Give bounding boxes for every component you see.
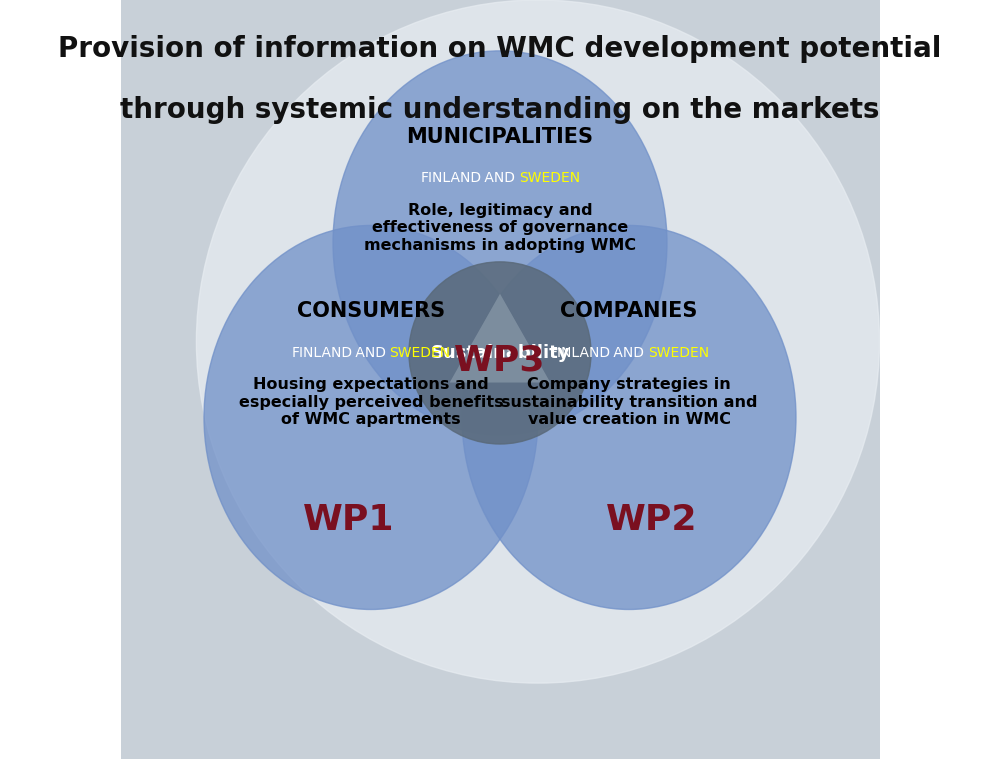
Text: FINLAND: FINLAND xyxy=(549,346,610,360)
Circle shape xyxy=(196,0,880,683)
Text: SWEDEN: SWEDEN xyxy=(390,346,451,360)
Text: Provision of information on WMC development potential: Provision of information on WMC developm… xyxy=(58,36,942,63)
Ellipse shape xyxy=(462,225,796,609)
Ellipse shape xyxy=(204,225,538,609)
Circle shape xyxy=(409,262,591,444)
Text: SWEDEN: SWEDEN xyxy=(519,172,580,185)
Text: Company strategies in
sustainability transition and
value creation in WMC: Company strategies in sustainability tra… xyxy=(501,377,757,427)
Text: AND: AND xyxy=(609,346,649,360)
Text: WP1: WP1 xyxy=(302,503,394,537)
Text: SWEDEN: SWEDEN xyxy=(648,346,709,360)
Text: WP3: WP3 xyxy=(454,344,546,377)
Polygon shape xyxy=(450,294,550,383)
Text: WP2: WP2 xyxy=(606,503,698,537)
Text: FINLAND: FINLAND xyxy=(291,346,352,360)
FancyBboxPatch shape xyxy=(105,0,895,759)
Text: AND: AND xyxy=(351,346,391,360)
Text: Role, legitimacy and
effectiveness of governance
mechanisms in adopting WMC: Role, legitimacy and effectiveness of go… xyxy=(364,203,636,253)
Text: MUNICIPALITIES: MUNICIPALITIES xyxy=(407,127,594,146)
Text: COMPANIES: COMPANIES xyxy=(560,301,698,321)
Text: AND: AND xyxy=(480,172,520,185)
Text: FINLAND: FINLAND xyxy=(420,172,481,185)
Text: CONSUMERS: CONSUMERS xyxy=(297,301,445,321)
Text: through systemic understanding on the markets: through systemic understanding on the ma… xyxy=(120,96,880,124)
Text: Housing expectations and
especially perceived benefits
of WMC apartments: Housing expectations and especially perc… xyxy=(239,377,503,427)
Ellipse shape xyxy=(333,51,667,435)
Text: Sustainability: Sustainability xyxy=(430,344,570,362)
